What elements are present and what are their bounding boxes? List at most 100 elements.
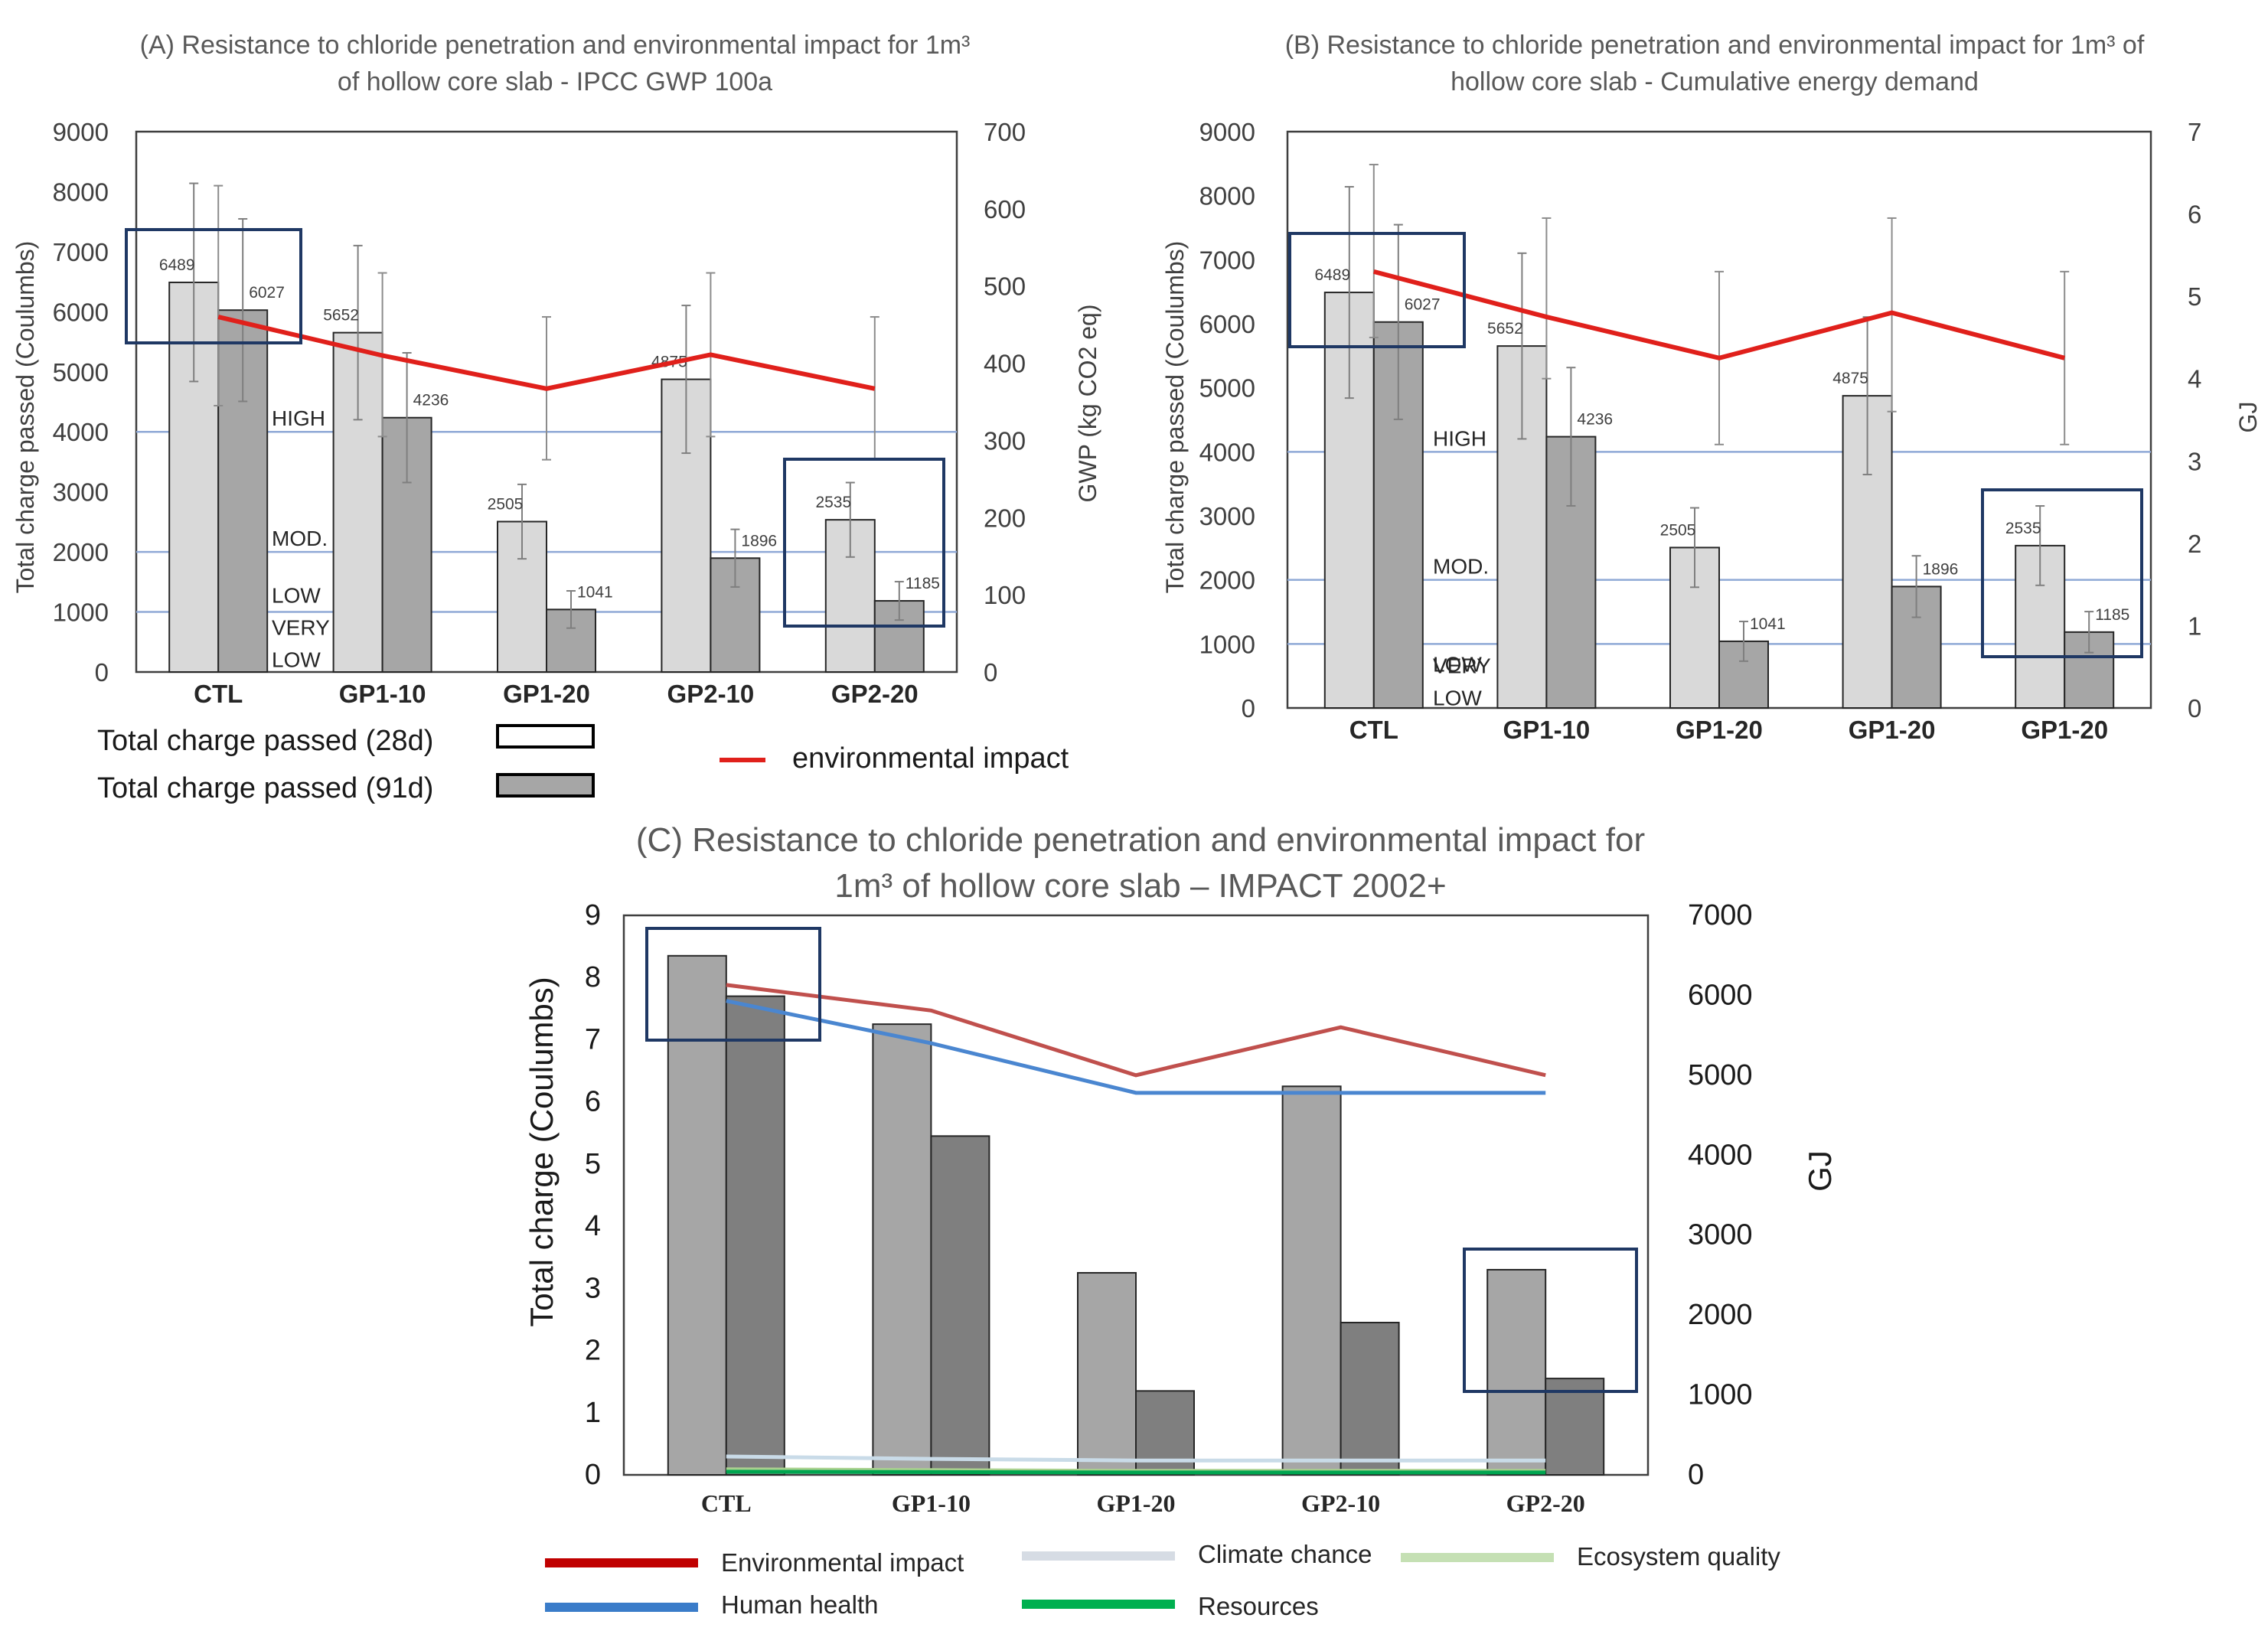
panel-b-data-label: 6027 (1405, 296, 1441, 314)
panel-b-category-label: GP1-20 (1676, 716, 1763, 744)
panel-b-data-label: 2535 (2005, 520, 2041, 537)
panel-a-data-label: 1185 (906, 575, 940, 592)
panel-a-y-axis-title: Total charge passed (Coulumbs) (11, 241, 39, 594)
panel-b-level-label: LOW (1433, 652, 1482, 676)
panel-a-y-tick: 3000 (53, 478, 109, 507)
panel-b-bar-91d (1545, 435, 1597, 709)
panel-b-highlight-box (1288, 232, 1466, 348)
panel-c-bar-28d (1077, 1272, 1137, 1476)
panel-a-title-line1: (A) Resistance to chloride penetration a… (140, 31, 971, 60)
panel-a-y-tick: 8000 (53, 178, 109, 206)
panel-a-level-label: LOW (272, 584, 321, 608)
panel-b-category-label: GP1-20 (2021, 716, 2108, 744)
panel-c-line-environmental-impact (726, 983, 1546, 1078)
panel-c-y2-tick: 1000 (1688, 1379, 1753, 1411)
panel-a-level-label: VERY (272, 616, 330, 640)
panel-b-data-label: 5652 (1487, 320, 1523, 338)
panel-b-y2-tick: 7 (2188, 118, 2201, 146)
panel-b-y2-axis-title: GJ (2234, 402, 2262, 433)
legend-c-env-impact-label: Environmental impact (721, 1548, 964, 1577)
legend-28d-swatch (496, 724, 595, 749)
panel-b-category-label: GP1-10 (1503, 716, 1591, 744)
panel-b-level-label: LOW (1433, 686, 1482, 709)
panel-a-data-label: 6489 (159, 256, 195, 274)
legend-ab: Total charge passed (28d) Total charge p… (97, 724, 1069, 804)
legend-c-ecosystem-label: Ecosystem quality (1577, 1542, 1780, 1571)
panel-a-data-label: 2505 (488, 495, 524, 513)
panel-b-y2-tick: 0 (2188, 694, 2201, 723)
panel-a-y-tick: 1000 (53, 599, 109, 627)
panel-c-y2-tick: 4000 (1688, 1139, 1753, 1171)
panel-a-y2-tick: 600 (984, 195, 1026, 223)
panel-c-y-tick: 7 (585, 1023, 601, 1055)
panel-b-y-tick: 9000 (1199, 118, 1255, 146)
panel-c-title-line1: (C) Resistance to chloride penetration a… (636, 821, 1645, 859)
panel-b-category-label: GP1-20 (1849, 716, 1936, 744)
panel-a-y-tick: 6000 (53, 298, 109, 326)
panel-c-line-resources (726, 1470, 1546, 1475)
panel-c-y2-tick: 7000 (1688, 899, 1753, 931)
panel-c-category-label: GP1-20 (1096, 1489, 1175, 1517)
panel-b-y2-tick: 5 (2188, 282, 2201, 311)
panel-b-y-tick: 4000 (1199, 438, 1255, 466)
panel-c-y-tick: 9 (585, 899, 601, 931)
panel-a-y2-tick: 200 (984, 504, 1026, 532)
panel-c-y-axis-title: Total charge (Coulumbs) (524, 977, 560, 1327)
panel-a-y2-tick: 700 (984, 118, 1026, 146)
panel-b-y2-tick: 6 (2188, 201, 2201, 229)
panel-a-category-label: GP1-20 (503, 680, 590, 708)
panel-a-y-tick: 2000 (53, 538, 109, 566)
panel-c-y2-tick: 3000 (1688, 1219, 1753, 1251)
panel-b-data-label: 2505 (1660, 521, 1696, 539)
panel-c-bar-91d (1340, 1322, 1400, 1476)
panel-b-y-tick: 0 (1242, 694, 1255, 723)
panel-c-y-tick: 8 (585, 961, 601, 993)
panel-b-y2-tick: 2 (2188, 530, 2201, 558)
panel-c-bar-91d (930, 1135, 990, 1476)
panel-b-data-label: 1185 (2095, 606, 2129, 624)
panel-b-level-label: HIGH (1433, 426, 1486, 450)
panel-b-y-tick: 7000 (1199, 246, 1255, 274)
panel-b-data-label: 1041 (1750, 615, 1786, 633)
panel-c-y2-axis-title: GJ (1802, 1150, 1838, 1192)
panel-a-category-label: GP2-10 (667, 680, 755, 708)
panel-b-highlight-box (1981, 488, 2143, 658)
panel-b-y2-tick: 3 (2188, 447, 2201, 475)
panel-c-category-label: CTL (701, 1489, 752, 1517)
panel-a-y2-tick: 100 (984, 581, 1026, 609)
panel-b-level-label: MOD. (1433, 555, 1489, 579)
panel-b-chart: (B) Resistance to chloride penetration a… (1161, 31, 2262, 744)
panel-c-y-tick: 4 (585, 1210, 601, 1242)
panel-b-y2-tick: 1 (2188, 612, 2201, 640)
panel-a-level-label: HIGH (272, 406, 325, 430)
panel-b-data-label: 4236 (1577, 411, 1613, 429)
panel-a-level-label: MOD. (272, 527, 328, 550)
legend-c-human-health-label: Human health (721, 1590, 878, 1619)
panel-b-y-tick: 1000 (1199, 630, 1255, 658)
panel-c-bar-91d (725, 995, 785, 1476)
panel-a-title-line2: of hollow core slab - IPCC GWP 100a (338, 67, 772, 96)
panel-b-y-tick: 3000 (1199, 502, 1255, 530)
panel-b-category-label: CTL (1349, 716, 1398, 744)
legend-28d-label: Total charge passed (28d) (97, 725, 433, 757)
panel-c-category-label: GP1-10 (892, 1489, 971, 1517)
panel-c-y2-tick: 0 (1688, 1459, 1704, 1491)
panel-c-y2-tick: 5000 (1688, 1059, 1753, 1091)
panel-b-y-tick: 5000 (1199, 374, 1255, 403)
panel-a-y-tick: 9000 (53, 118, 109, 146)
panel-a-level-label: LOW (272, 648, 321, 672)
panel-b-y-tick: 6000 (1199, 310, 1255, 338)
panel-c-highlight-box (1463, 1248, 1638, 1393)
panel-a-data-label: 6027 (249, 284, 285, 302)
panel-a-highlight-box (125, 228, 302, 344)
legend-c: Environmental impact Climate chance Ecos… (545, 1540, 1780, 1620)
panel-a-y-tick: 5000 (53, 358, 109, 387)
legend-c-climate-label: Climate chance (1198, 1540, 1372, 1568)
panel-a-y2-tick: 300 (984, 426, 1026, 455)
panel-a-category-label: CTL (194, 680, 243, 708)
panel-c-y2-tick: 2000 (1688, 1299, 1753, 1331)
panel-a-data-label: 1041 (577, 583, 613, 601)
panel-c-y-tick: 1 (585, 1397, 601, 1429)
panel-c-bar-28d (1281, 1085, 1342, 1476)
